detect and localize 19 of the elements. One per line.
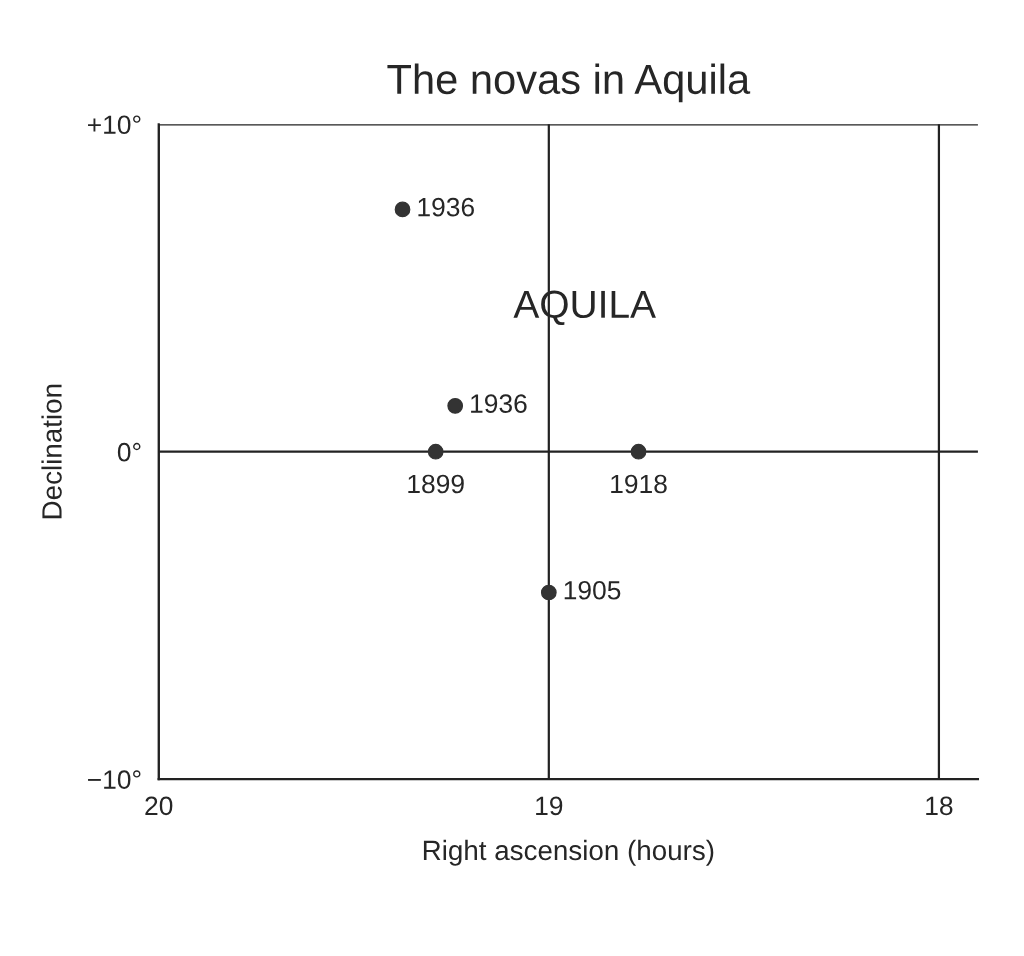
- y-tick-label: 0°: [117, 442, 141, 462]
- x-tick-label: 20: [145, 796, 173, 816]
- point: [394, 201, 411, 218]
- annotation: 1936: [418, 197, 474, 217]
- y-tick-label: −10°: [88, 770, 141, 789]
- annotation: 1905: [564, 580, 621, 600]
- point: [540, 584, 557, 601]
- y-tick-label: +10°: [88, 115, 141, 135]
- chart-title: The novas in Aquila: [387, 63, 751, 103]
- x-tick-label: 18: [926, 796, 953, 816]
- annotation: 1936: [471, 394, 527, 413]
- annotation: 1918: [611, 474, 667, 494]
- point: [447, 398, 464, 414]
- point: [630, 443, 647, 460]
- annotation: 1899: [408, 474, 464, 494]
- x-axis-title: Right ascension (hours): [423, 839, 714, 866]
- point: [427, 443, 444, 460]
- x-tick-label: 19: [536, 796, 563, 816]
- y-axis-title: Declination: [41, 384, 62, 519]
